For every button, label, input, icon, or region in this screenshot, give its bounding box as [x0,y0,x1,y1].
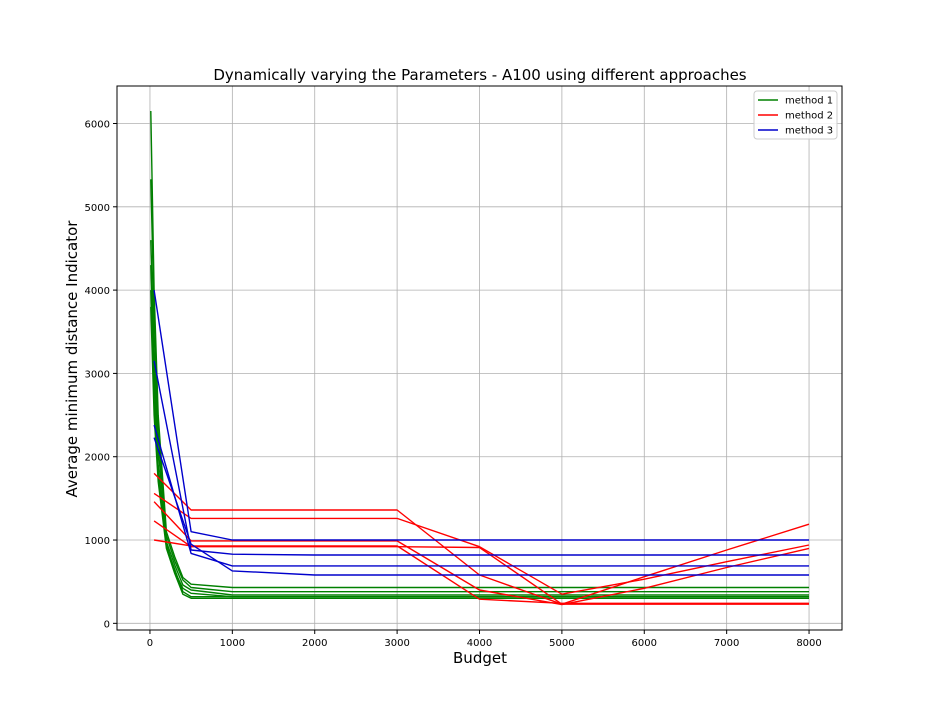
y-tick-label: 2000 [85,453,110,464]
legend: method 1 method 2 method 3 [753,90,838,140]
x-tick-label: 0 [147,638,153,649]
series-line-method-3 [153,289,809,541]
y-tick-label: 0 [104,619,110,630]
series-line-method-2 [153,520,809,605]
y-axis: 0 1000 2000 3000 4000 5000 6000 [85,119,117,630]
x-axis-title: Budget [453,649,507,667]
chart-title: Dynamically varying the Parameters - A10… [213,66,746,84]
x-tick-label: 3000 [384,638,409,649]
series-line-method-2 [153,472,810,605]
series-line-method-3 [153,360,809,556]
legend-label: method 2 [785,111,833,122]
series-group [150,110,810,606]
series-line-method-2 [153,501,810,606]
series-line-method-1 [150,110,809,589]
series-line-method-1 [150,290,809,598]
series-line-method-1 [150,306,809,599]
series-line-method-3 [153,437,809,576]
x-tick-label: 6000 [632,638,657,649]
legend-box [753,90,838,140]
x-tick-label: 4000 [467,638,492,649]
x-tick-label: 1000 [220,638,245,649]
y-axis-title: Average minimum distance Indicator [63,220,81,498]
x-tick-label: 7000 [714,638,739,649]
x-tick-label: 2000 [302,638,327,649]
legend-label: method 1 [785,96,833,107]
y-tick-label: 1000 [85,536,110,547]
y-tick-label: 5000 [85,203,110,214]
y-tick-label: 3000 [85,369,110,380]
series-line-method-3 [153,424,809,567]
y-tick-label: 6000 [85,119,110,130]
x-tick-label: 5000 [549,638,574,649]
series-line-method-1 [150,240,809,596]
legend-label: method 3 [785,126,833,137]
y-tick-label: 4000 [85,286,110,297]
x-axis: 0 1000 2000 3000 4000 5000 6000 7000 8000 [147,630,822,649]
x-tick-label: 8000 [796,638,821,649]
series-line-method-1 [150,179,809,593]
series-line-method-2 [153,539,809,604]
series-line-method-2 [153,492,810,595]
